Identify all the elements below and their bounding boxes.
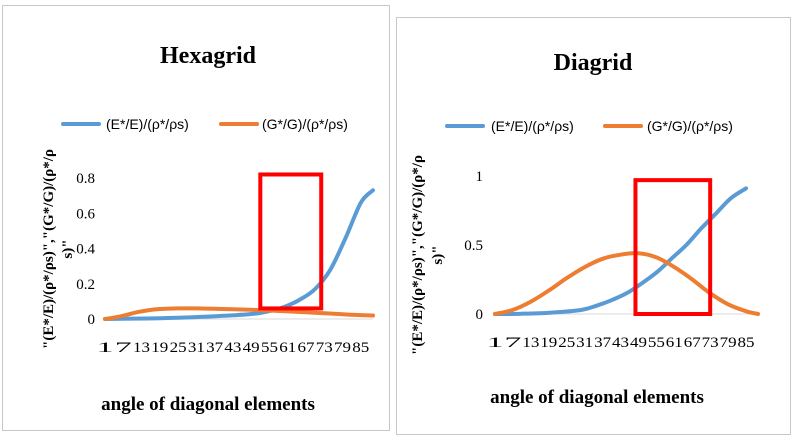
legend-label-2: (G*/G)/(ρ*/ρs) <box>647 118 733 134</box>
series-line-2 <box>493 251 760 316</box>
x-tick-label: 55 <box>648 335 665 351</box>
y-axis-label: s)" <box>430 245 446 264</box>
highlight-box <box>633 178 713 316</box>
x-tick-label: 73 <box>316 340 333 356</box>
x-axis-label: angle of diagonal elements <box>490 387 704 408</box>
y-tick-label: 1 <box>476 169 484 185</box>
y-tick-label: 0.4 <box>76 242 95 258</box>
x-tick-label: 49 <box>243 340 260 356</box>
x-tick-label: 85 <box>738 335 755 351</box>
x-tick-label: 61 <box>279 340 296 356</box>
x-tick-label: 25 <box>170 340 187 356</box>
x-axis-label: angle of diagonal elements <box>101 394 315 415</box>
chart-title: Diagrid <box>554 50 633 76</box>
y-tick-label: 0.2 <box>76 277 95 293</box>
chart-panel-hexagrid: Hexagrid (E*/E)/(ρ*/ρs) (G*/G)/(ρ*/ρs) 0 0.2… <box>2 5 390 431</box>
y-tick-label: 0.6 <box>76 206 95 222</box>
y-tick-label: 0 <box>88 312 96 328</box>
chart-panel-diagrid: Diagrid (E*/E)/(ρ*/ρs) (G*/G)/(ρ*/ρs) 0 0.5 1… <box>396 17 791 435</box>
x-tick-label: 7 <box>504 335 522 351</box>
legend-label-1: (E*/E)/(ρ*/ρs) <box>106 116 189 132</box>
x-tick-label: 13 <box>522 335 539 351</box>
x-tick-label: 67 <box>684 335 702 351</box>
chart-hexagrid: Hexagrid (E*/E)/(ρ*/ρs) (G*/G)/(ρ*/ρs) 0 0.2… <box>41 43 375 415</box>
x-tick-label: 85 <box>352 340 369 356</box>
x-tick-label: 19 <box>540 335 557 351</box>
x-tick-label: 49 <box>630 335 647 351</box>
x-tick-label: 67 <box>298 340 316 356</box>
x-tick-label: 79 <box>720 335 737 351</box>
x-tick-label: 73 <box>702 335 719 351</box>
x-tick-label: 55 <box>261 340 278 356</box>
chart-title: Hexagrid <box>160 43 257 69</box>
x-tick-label: 1 <box>97 340 114 356</box>
legend-label-2: (G*/G)/(ρ*/ρs) <box>262 116 348 132</box>
y-tick-label: 0.5 <box>464 238 483 254</box>
x-tick-label: 31 <box>576 335 593 351</box>
x-tick-label: 37 <box>594 335 612 351</box>
x-tick-label: 43 <box>612 335 629 351</box>
series-line-2 <box>103 306 375 321</box>
y-tick-label: 0 <box>476 307 484 323</box>
y-axis-label: "(E*/E)/(ρ*/ρs)","(G*/G)/(ρ*/ρ <box>410 155 426 355</box>
y-tick-label: 0.8 <box>76 171 95 187</box>
highlight-box <box>258 172 324 311</box>
x-tick-label: 7 <box>115 340 133 356</box>
x-tick-label: 61 <box>666 335 683 351</box>
x-tick-label: 25 <box>558 335 575 351</box>
x-tick-label: 13 <box>133 340 150 356</box>
x-tick-label: 1 <box>487 335 504 351</box>
x-tick-label: 79 <box>334 340 351 356</box>
x-tick-label: 37 <box>206 340 224 356</box>
y-axis-label: s)" <box>60 239 76 258</box>
chart-diagrid: Diagrid (E*/E)/(ρ*/ρs) (G*/G)/(ρ*/ρs) 0 0.5 1… <box>410 50 760 408</box>
x-tick-label: 43 <box>224 340 241 356</box>
x-tick-label: 31 <box>188 340 205 356</box>
legend-label-1: (E*/E)/(ρ*/ρs) <box>491 118 574 134</box>
series-line-1 <box>103 188 375 321</box>
y-axis-label: "(E*/E)/(ρ*/ρs)","(G*/G)/(ρ*/ρ <box>41 149 57 349</box>
x-tick-label: 19 <box>151 340 168 356</box>
